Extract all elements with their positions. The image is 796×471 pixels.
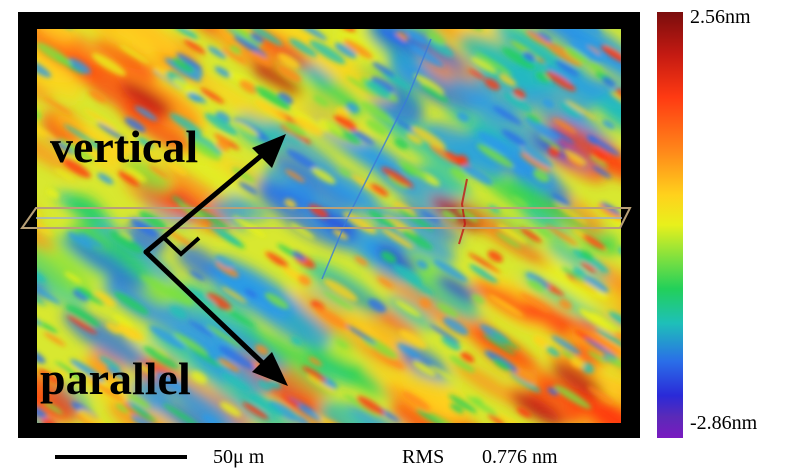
scale-bar-label: 50μ m bbox=[213, 446, 265, 468]
rms-value: 0.776 nm bbox=[482, 446, 558, 468]
color-scale-min: -2.86nm bbox=[690, 412, 758, 434]
color-scale-max: 2.56nm bbox=[690, 6, 751, 28]
scale-bar bbox=[55, 455, 187, 459]
rms-label: RMS bbox=[402, 446, 445, 468]
vertical-label: vertical bbox=[50, 121, 199, 172]
color-scale-bar bbox=[657, 12, 683, 438]
parallel-label: parallel bbox=[40, 353, 191, 404]
